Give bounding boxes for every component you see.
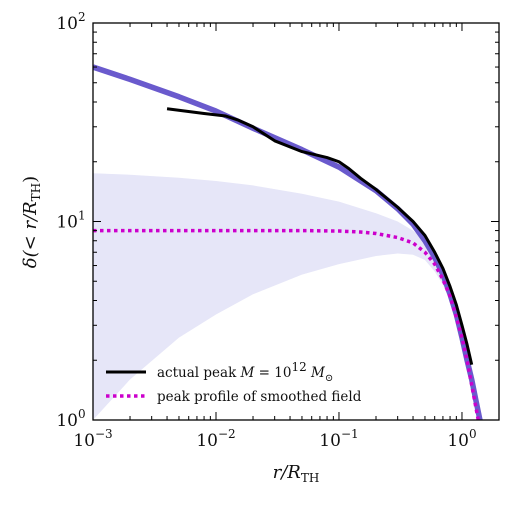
y-tick-label: 102 [56, 10, 85, 34]
y-tick-label: 101 [56, 209, 85, 233]
x-tick-label: 10−1 [319, 427, 358, 451]
axis-tick-labels: 10−3 10−2 10−1 100 100 101 102 [56, 10, 476, 451]
x-tick-label: 10−2 [196, 427, 235, 451]
y-tick-label: 100 [56, 407, 85, 431]
series-smoothed-peak [93, 228, 481, 420]
plot-area [93, 64, 483, 420]
x-tick-label: 100 [447, 427, 476, 451]
axis-ticks [92, 22, 500, 421]
series-actual-peak [166, 107, 474, 366]
series-layer [93, 64, 483, 420]
x-tick-label: 10−3 [73, 427, 112, 451]
legend-label-smoothed-peak: peak profile of smoothed field [157, 389, 362, 405]
